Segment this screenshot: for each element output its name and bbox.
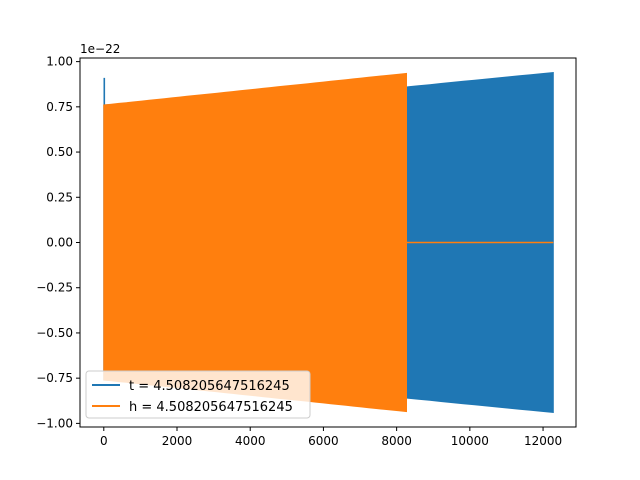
series-layer: [103, 71, 554, 414]
series-h-area: [103, 72, 407, 413]
legend-box: [85, 370, 311, 419]
x-tick-label: 10000: [451, 434, 489, 448]
y-tick-label: 0.25: [46, 190, 73, 204]
ticks-layer: 0 2000 4000 6000 8000 10000 12000 1.00 0.75 0.50 0…: [36, 55, 562, 448]
x-tick-label: 2000: [162, 434, 193, 448]
x-tick-label: 0: [100, 434, 108, 448]
y-tick-label: −1.00: [36, 416, 73, 430]
legend: t = 4.508205647516245 h = 4.5082056475162…: [85, 370, 311, 419]
y-tick-label: 1.00: [46, 55, 73, 69]
x-tick-label: 6000: [308, 434, 339, 448]
y-tick-label: −0.25: [36, 281, 73, 295]
y-tick-label: −0.50: [36, 326, 73, 340]
legend-label: h = 4.508205647516245: [129, 400, 293, 415]
legend-label: t = 4.508205647516245: [129, 379, 290, 394]
y-tick-label: 0.75: [46, 100, 73, 114]
x-tick-label: 12000: [524, 434, 562, 448]
y-offset-label: 1e−22: [80, 42, 120, 56]
y-tick-label: 0.50: [46, 145, 73, 159]
x-tick-label: 8000: [381, 434, 412, 448]
y-tick-label: −0.75: [36, 371, 73, 385]
y-tick-label: 0.00: [46, 236, 73, 250]
x-tick-label: 4000: [235, 434, 266, 448]
